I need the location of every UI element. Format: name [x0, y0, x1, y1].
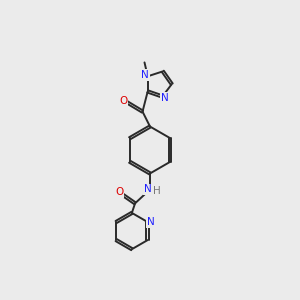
- Text: N: N: [144, 184, 151, 194]
- Text: N: N: [161, 93, 169, 103]
- Text: N: N: [147, 217, 154, 227]
- Text: O: O: [115, 187, 123, 197]
- Text: O: O: [119, 96, 128, 106]
- Text: N: N: [141, 70, 149, 80]
- Text: H: H: [153, 185, 161, 196]
